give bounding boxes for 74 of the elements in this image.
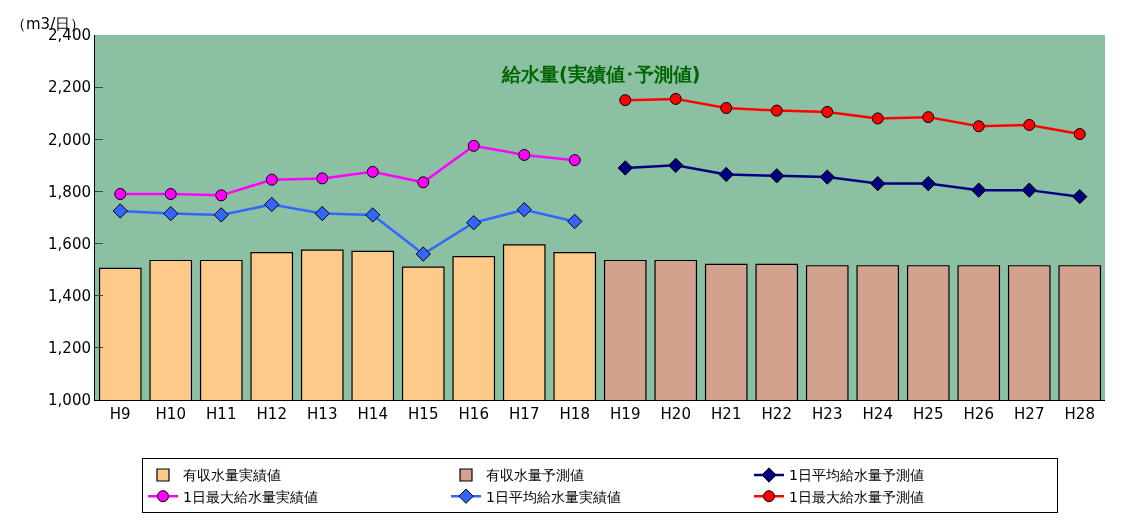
point xyxy=(518,148,531,161)
point xyxy=(417,176,430,189)
y-tick-label: 2,000 xyxy=(48,130,91,149)
x-tick-label: H19 xyxy=(610,405,641,423)
x-tick-label: H22 xyxy=(761,405,792,423)
point xyxy=(567,213,583,230)
point xyxy=(770,104,783,117)
point xyxy=(164,188,177,201)
point xyxy=(1021,182,1037,198)
point xyxy=(922,111,935,124)
point xyxy=(415,246,431,262)
y-tick-label: 1,400 xyxy=(48,286,91,305)
point xyxy=(617,160,633,176)
point xyxy=(114,188,127,201)
point xyxy=(466,215,482,231)
point xyxy=(568,154,581,167)
y-tick-label: 1,000 xyxy=(48,391,91,410)
y-tick-label: 1,600 xyxy=(48,234,91,253)
y-tick-label: 1,800 xyxy=(48,182,91,201)
point xyxy=(467,139,480,152)
legend-label: 有収水量実績値 xyxy=(183,467,281,484)
point xyxy=(668,157,684,174)
y-tick-label: 1,200 xyxy=(48,339,91,358)
point xyxy=(819,169,835,185)
point xyxy=(1073,128,1086,141)
legend-label: 有収水量予測値 xyxy=(486,467,584,484)
point xyxy=(213,207,229,223)
x-tick-label: H20 xyxy=(660,405,691,423)
point xyxy=(619,94,632,107)
x-tick-label: H13 xyxy=(307,405,338,423)
point xyxy=(920,175,936,192)
x-tick-label: H24 xyxy=(862,405,893,423)
x-tick-label: H11 xyxy=(206,405,237,423)
point xyxy=(264,196,280,213)
x-tick-label: H14 xyxy=(357,405,388,423)
point xyxy=(1023,118,1036,131)
point xyxy=(265,173,278,186)
x-tick-label: H17 xyxy=(509,405,540,423)
point xyxy=(870,175,886,192)
point xyxy=(871,112,884,125)
point xyxy=(971,182,987,198)
x-tick-label: H9 xyxy=(109,405,131,423)
point xyxy=(669,92,682,105)
point xyxy=(821,105,834,118)
x-tick-label: H26 xyxy=(963,405,994,423)
x-tick-label: H21 xyxy=(711,405,742,423)
x-tick-label: H27 xyxy=(1014,405,1045,423)
legend-label: 1日最大給水量予測値 xyxy=(789,488,924,505)
point xyxy=(366,165,379,178)
legend-label: 1日平均給水量予測値 xyxy=(789,467,924,484)
point xyxy=(720,102,733,114)
point xyxy=(769,168,785,184)
x-tick-label: H15 xyxy=(408,405,439,423)
x-tick-label: H28 xyxy=(1064,405,1095,423)
x-tick-label: H16 xyxy=(458,405,489,423)
point xyxy=(718,166,734,183)
x-tick-label: H25 xyxy=(913,405,944,423)
x-tick-label: H10 xyxy=(155,405,186,423)
point xyxy=(1072,188,1088,205)
y-tick-label: 2,200 xyxy=(48,78,91,97)
x-tick-label: H12 xyxy=(256,405,287,423)
point xyxy=(365,207,381,223)
point xyxy=(215,189,228,202)
legend-label: 1日平均給水量実績値 xyxy=(486,488,621,505)
legend-label: 1日最大給水量実績値 xyxy=(183,488,318,505)
x-tick-label: H23 xyxy=(812,405,843,423)
point xyxy=(316,172,329,185)
point xyxy=(972,120,985,133)
point xyxy=(163,205,179,222)
point xyxy=(314,205,330,222)
point xyxy=(516,202,532,218)
x-tick-label: H18 xyxy=(559,405,590,423)
text: 給水量(実績値･予測値) xyxy=(501,63,701,85)
point xyxy=(112,203,128,219)
